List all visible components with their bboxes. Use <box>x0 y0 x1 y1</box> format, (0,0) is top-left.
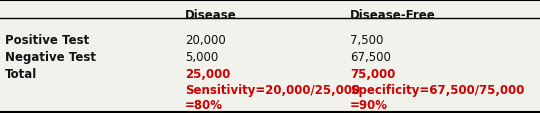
Text: =90%: =90% <box>350 98 388 111</box>
Text: Specificity=67,500/75,000: Specificity=67,500/75,000 <box>350 83 524 96</box>
Text: 20,000: 20,000 <box>185 34 226 47</box>
Text: 25,000: 25,000 <box>185 67 231 80</box>
Text: 5,000: 5,000 <box>185 51 218 63</box>
Text: Total: Total <box>5 67 37 80</box>
Text: Sensitivity=20,000/25,000: Sensitivity=20,000/25,000 <box>185 83 360 96</box>
Text: 67,500: 67,500 <box>350 51 391 63</box>
Text: 75,000: 75,000 <box>350 67 395 80</box>
Text: 7,500: 7,500 <box>350 34 383 47</box>
Text: Disease-Free: Disease-Free <box>350 9 436 22</box>
Text: Positive Test: Positive Test <box>5 34 89 47</box>
Text: Negative Test: Negative Test <box>5 51 96 63</box>
Text: =80%: =80% <box>185 98 223 111</box>
Text: Disease: Disease <box>185 9 237 22</box>
